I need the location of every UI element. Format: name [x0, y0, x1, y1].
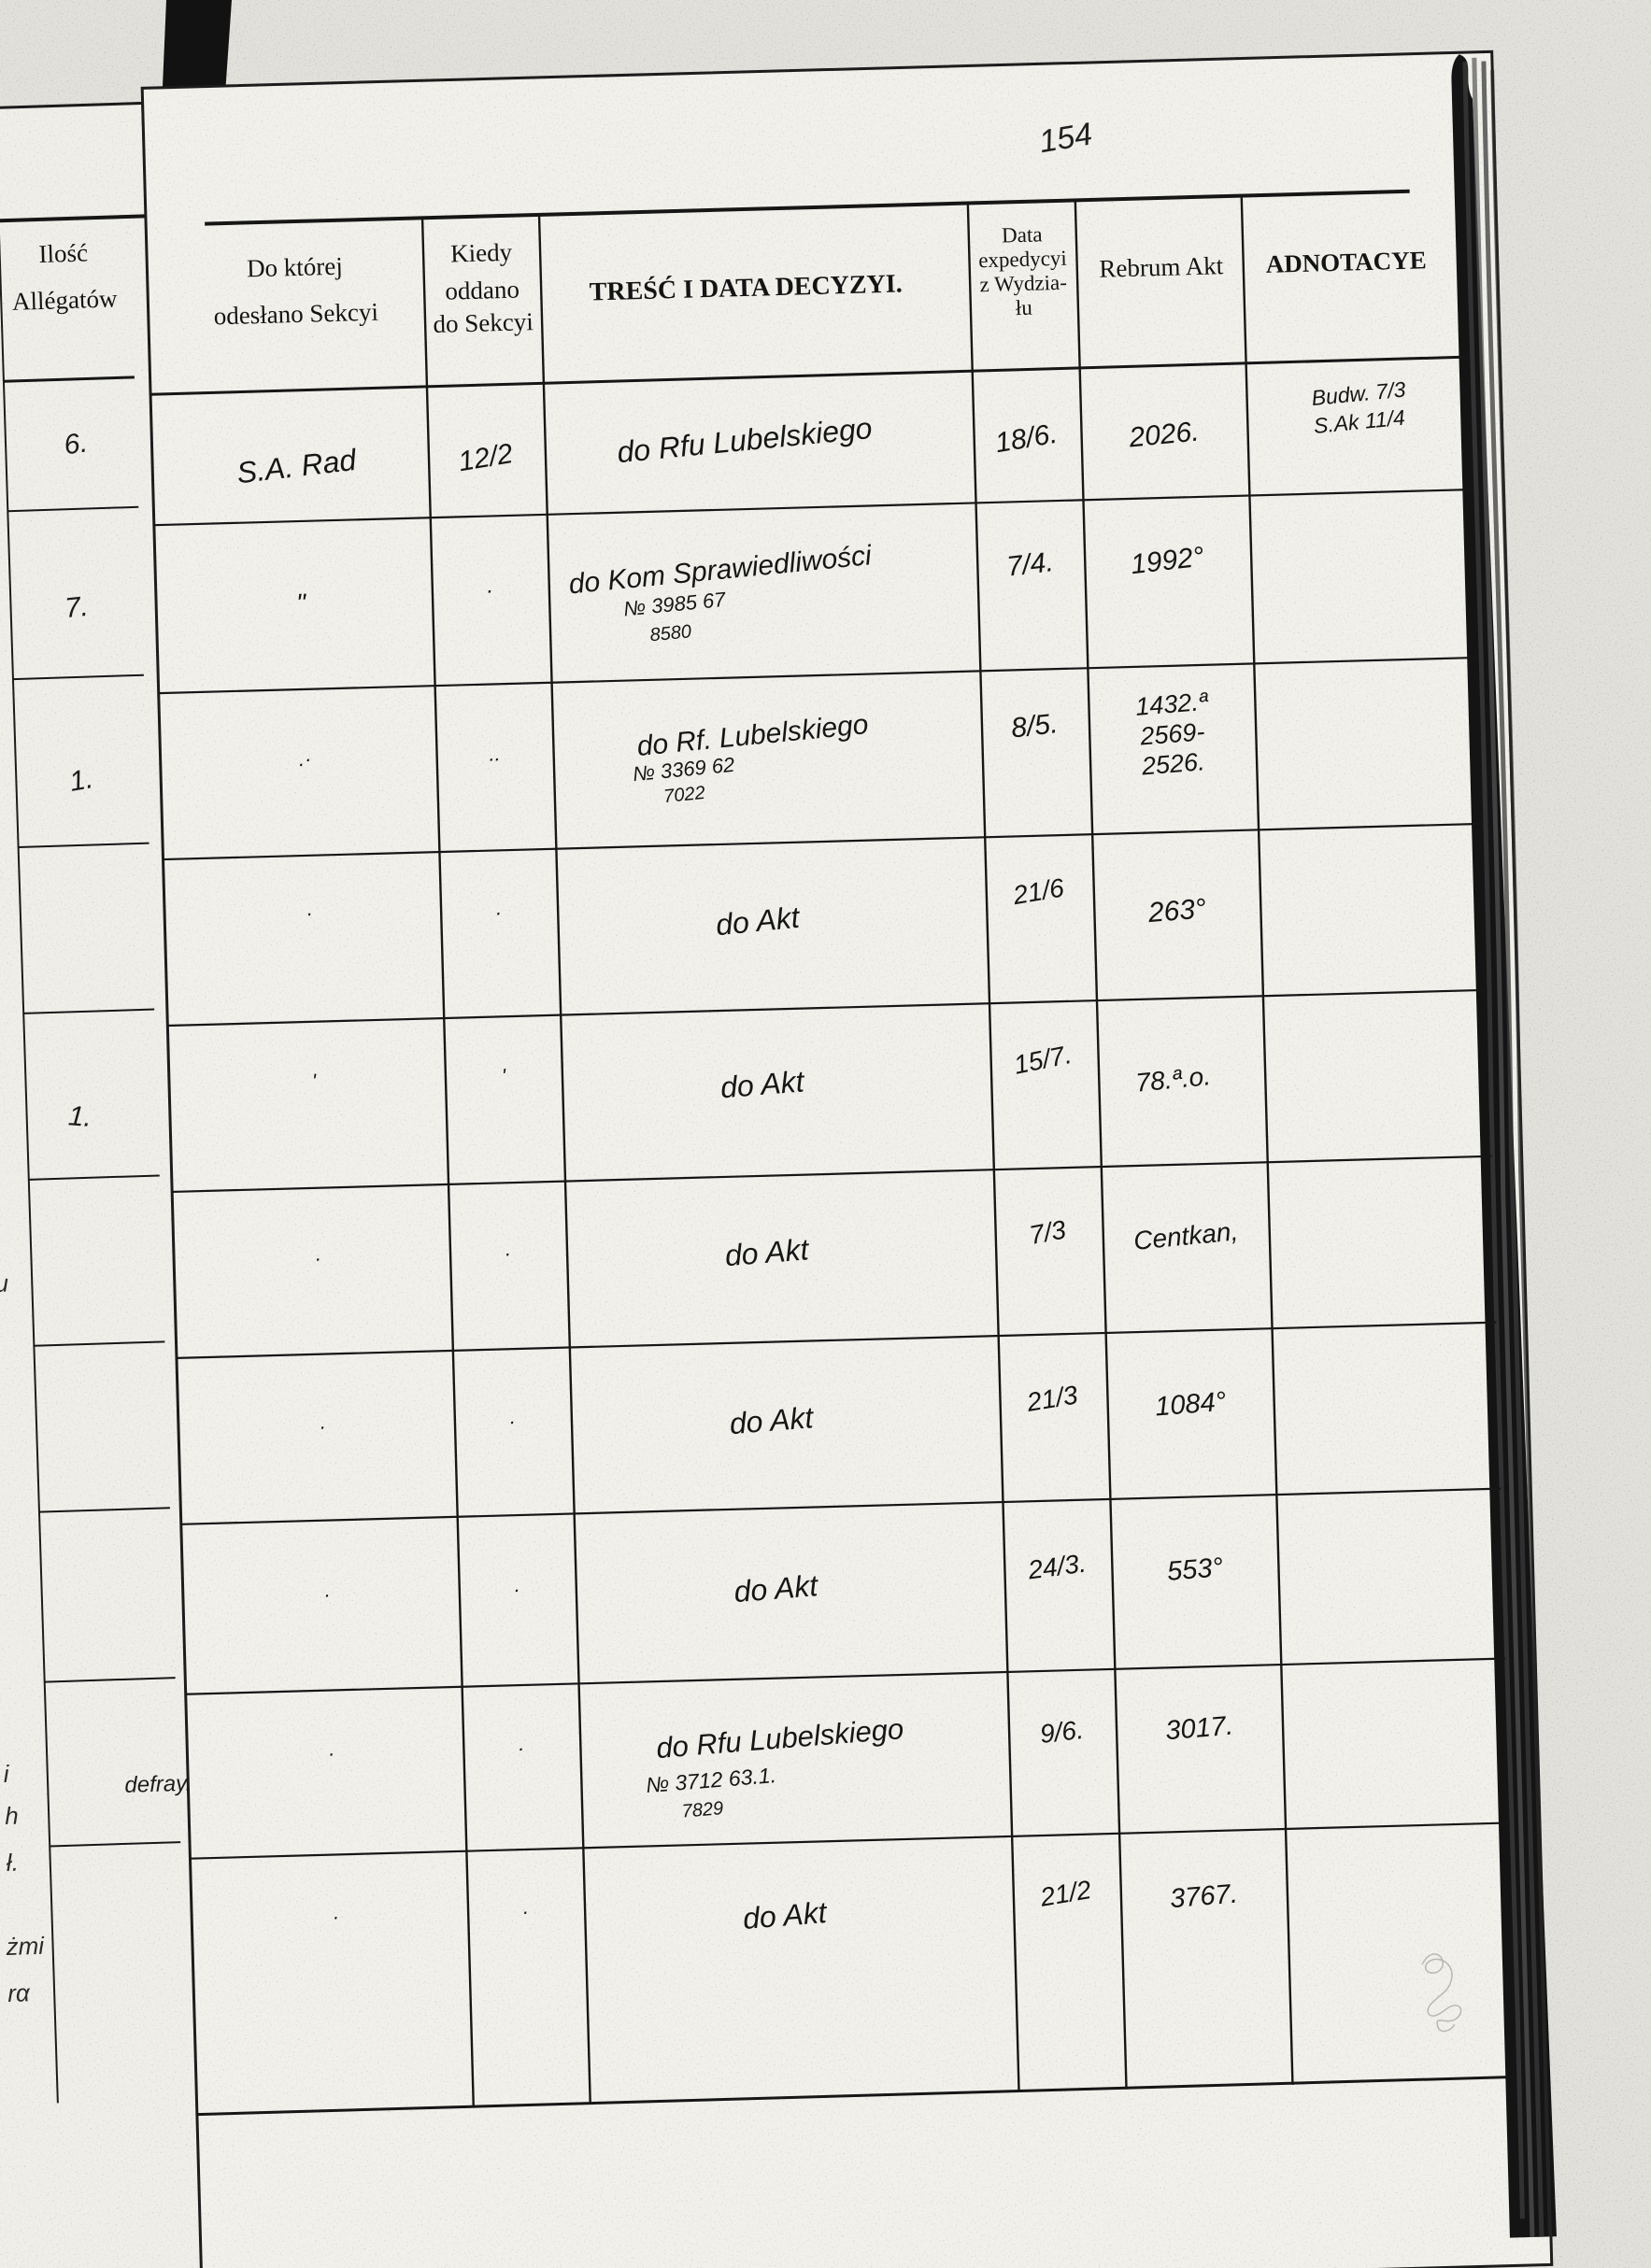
svg-text:.: .	[514, 1573, 520, 1596]
svg-text:Allégatów: Allégatów	[12, 284, 119, 316]
svg-text:.: .	[505, 1237, 512, 1260]
svg-text:Rebrum Akt: Rebrum Akt	[1099, 251, 1224, 283]
svg-text:odesłano Sekcyi: odesłano Sekcyi	[213, 298, 378, 331]
svg-text:do Akt: do Akt	[733, 1568, 819, 1609]
svg-text:z Wydzia-: z Wydzia-	[979, 271, 1067, 297]
svg-text:łu: łu	[1016, 296, 1033, 319]
svg-text:.: .	[523, 1895, 530, 1919]
svg-text:3767.: 3767.	[1169, 1879, 1239, 1915]
svg-text:7022: 7022	[662, 783, 705, 807]
svg-text:7/4.: 7/4.	[1005, 546, 1055, 582]
svg-text:7.: 7.	[64, 591, 90, 624]
svg-text:1.: 1.	[67, 1100, 93, 1133]
svg-text:.: .	[320, 1410, 326, 1434]
svg-text:8/5.: 8/5.	[1009, 708, 1059, 744]
svg-text:ıu: ıu	[0, 1269, 8, 1298]
svg-text:rα: rα	[7, 1978, 32, 2007]
svg-text:2526.: 2526.	[1140, 747, 1206, 780]
svg-text:.: .	[329, 1736, 335, 1760]
svg-text:.: .	[496, 896, 503, 919]
svg-text:oddano: oddano	[445, 276, 519, 305]
svg-text:553°: 553°	[1166, 1552, 1224, 1587]
svg-text:.: .	[334, 1900, 340, 1923]
svg-text:expedycyi: expedycyi	[978, 247, 1067, 273]
svg-text:7829: 7829	[681, 1798, 724, 1821]
svg-text:1432.ª: 1432.ª	[1134, 687, 1210, 721]
svg-text:.: .	[316, 1242, 322, 1266]
svg-text:2569-: 2569-	[1138, 717, 1205, 750]
svg-text:": "	[296, 588, 307, 617]
svg-text:.: .	[509, 1405, 516, 1428]
svg-text:·: ·	[306, 901, 313, 925]
svg-text:8580: 8580	[649, 621, 692, 645]
svg-text:h: h	[5, 1802, 19, 1830]
svg-text:do Akt: do Akt	[728, 1400, 815, 1440]
svg-text:defray.: defray.	[124, 1771, 192, 1798]
svg-text:6.: 6.	[62, 427, 89, 461]
svg-text:.: .	[519, 1732, 525, 1755]
svg-text:3017.: 3017.	[1164, 1711, 1234, 1747]
svg-text:ł.: ł.	[6, 1849, 19, 1877]
svg-text:Do której: Do której	[247, 252, 344, 283]
svg-text:do Akt: do Akt	[724, 1232, 811, 1272]
svg-text:Ilość: Ilość	[38, 238, 88, 268]
svg-text:263°: 263°	[1146, 893, 1207, 928]
svg-text:do Akt: do Akt	[719, 1064, 806, 1104]
svg-text:1084°: 1084°	[1154, 1387, 1227, 1423]
svg-text:Kiedy: Kiedy	[450, 238, 513, 268]
svg-text:żmi: żmi	[5, 1932, 46, 1961]
svg-text:do Akt: do Akt	[742, 1895, 829, 1935]
svg-text:Data: Data	[1002, 222, 1043, 247]
svg-text:.: .	[324, 1579, 331, 1602]
svg-text:..: ..	[489, 742, 501, 765]
svg-text:.·: .·	[299, 747, 312, 771]
svg-text:9/6.: 9/6.	[1038, 1715, 1085, 1749]
svg-text:do Sekcyi: do Sekcyi	[433, 307, 534, 338]
svg-text:ADNOTACYE: ADNOTACYE	[1265, 246, 1427, 278]
svg-text:.: .	[487, 573, 493, 598]
